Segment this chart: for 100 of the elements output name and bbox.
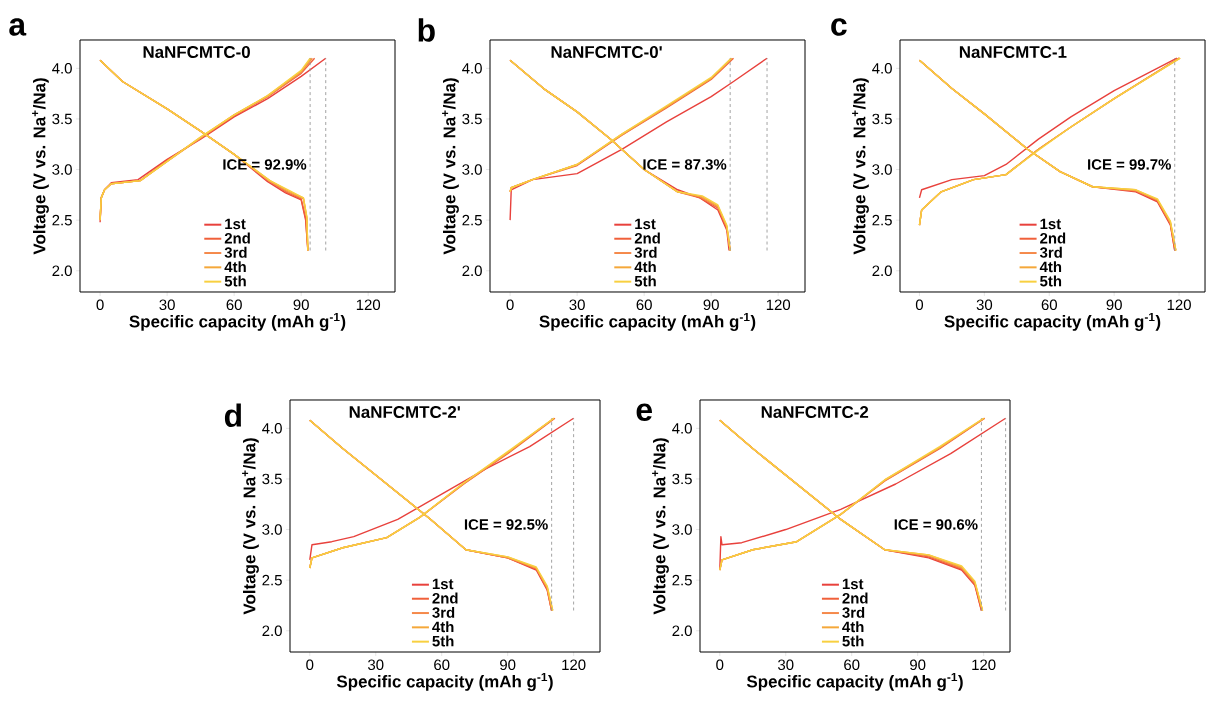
x-axis-title: Specific capacity (mAh g$^{-1}$)	[129, 312, 346, 331]
y-tick-label: 3.5	[52, 113, 72, 125]
text: d	[224, 403, 241, 427]
x-tick-label: 0	[96, 299, 104, 311]
legend-label: 2nd	[842, 592, 868, 604]
x-tick-label: 0	[506, 299, 514, 311]
legend-label: 5th	[224, 275, 246, 287]
legend-label: 3rd	[842, 606, 865, 618]
y-tick-label: 3.0	[872, 164, 892, 175]
x-axis-title: Specific capacity (mAh g$^{-1}$)	[944, 312, 1161, 331]
legend-label: 4th	[432, 621, 454, 633]
chart-title: NaNFCMTC-2	[761, 406, 869, 419]
x-axis-title: Specific capacity (mAh g$^{-1}$)	[539, 312, 756, 331]
legend-label: 1st	[842, 578, 864, 590]
y-tick-label: 4.0	[52, 63, 72, 74]
legend-label: 4th	[842, 621, 864, 633]
y-tick-label: 2.0	[462, 265, 482, 277]
x-tick-label: 90	[500, 659, 516, 671]
legend-label: 1st	[635, 218, 656, 230]
x-tick-label: 120	[972, 659, 996, 671]
legend-label: 4th	[1039, 261, 1062, 273]
y-tick-label: 3.0	[672, 524, 692, 535]
x-tick-label: 90	[910, 659, 926, 671]
legend-label: 4th	[224, 261, 246, 273]
legend-label: 2nd	[224, 232, 250, 244]
y-tick-label: 3.0	[462, 164, 482, 175]
x-tick-label: 120	[766, 299, 791, 311]
x-axis-title: Specific capacity (mAh g$^{-1}$)	[746, 672, 963, 691]
y-tick-label: 2.0	[262, 625, 282, 637]
x-tick-label: 0	[716, 659, 724, 671]
x-tick-label: 30	[159, 299, 175, 311]
legend-label: 3rd	[1039, 246, 1062, 258]
text: b	[418, 18, 435, 42]
x-tick-label: 60	[636, 299, 652, 311]
x-tick-label: 30	[368, 659, 384, 671]
x-tick-label: 120	[356, 299, 381, 311]
y-axis-title: Voltage (V vs. Na$^{+}$/Na)	[242, 438, 259, 615]
y-tick-label: 3.5	[462, 113, 482, 125]
x-tick-label: 60	[226, 299, 242, 311]
y-tick-label: 2.0	[872, 265, 892, 277]
y-tick-label: 3.0	[52, 164, 72, 175]
annotation: ICE = 92.5%	[464, 519, 548, 530]
y-tick-label: 3.0	[262, 524, 282, 535]
legend-label: 5th	[432, 635, 454, 647]
x-tick-label: 60	[1041, 299, 1057, 311]
y-tick-label: 3.5	[872, 113, 892, 125]
legend-label: 2nd	[634, 232, 660, 244]
y-axis-title: Voltage (V vs. Na$^{+}$/Na)	[442, 78, 459, 255]
x-tick-label: 60	[434, 659, 450, 671]
chart-title: NaNFCMTC-0'	[551, 46, 662, 59]
y-tick-label: 2.0	[672, 625, 692, 637]
legend-label: 1st	[432, 578, 454, 590]
chart-title: NaNFCMTC-1	[959, 46, 1067, 59]
legend-label: 1st	[225, 218, 246, 230]
legend-label: 3rd	[634, 246, 657, 258]
legend-label: 2nd	[432, 592, 458, 604]
y-tick-label: 2.5	[52, 214, 72, 226]
annotation: ICE = 99.7%	[1088, 159, 1171, 170]
y-tick-label: 2.5	[262, 574, 282, 586]
y-tick-label: 4.0	[462, 63, 482, 74]
text: c	[831, 18, 847, 36]
x-tick-label: 90	[293, 299, 309, 311]
x-tick-label: 120	[1167, 299, 1191, 311]
y-tick-label: 2.5	[672, 574, 692, 586]
legend-label: 1st	[1040, 218, 1061, 230]
y-tick-label: 2.0	[52, 265, 72, 277]
x-tick-label: 90	[1106, 299, 1122, 311]
annotation: ICE = 87.3%	[643, 159, 727, 170]
x-tick-label: 30	[569, 299, 585, 311]
y-tick-label: 2.5	[872, 214, 892, 226]
text: e	[636, 403, 652, 421]
x-tick-label: 90	[703, 299, 719, 311]
y-tick-label: 3.5	[672, 473, 692, 485]
x-tick-label: 60	[844, 659, 860, 671]
legend-label: 5th	[634, 275, 656, 287]
y-tick-label: 4.0	[262, 423, 282, 434]
x-tick-label: 30	[778, 659, 794, 671]
y-axis-title: Voltage (V vs. Na$^{+}$/Na)	[852, 78, 869, 255]
legend-label: 4th	[634, 261, 656, 273]
chart-title: NaNFCMTC-0	[143, 46, 250, 59]
y-axis-title: Voltage (V vs. Na$^{+}$/Na)	[652, 438, 669, 615]
legend-label: 3rd	[224, 246, 247, 258]
chart-title: NaNFCMTC-2'	[349, 406, 460, 419]
y-tick-label: 4.0	[872, 63, 892, 74]
legend-label: 5th	[1040, 275, 1062, 287]
y-tick-label: 2.5	[462, 214, 482, 226]
x-tick-label: 120	[562, 659, 586, 671]
legend-label: 5th	[842, 635, 864, 647]
y-axis-title: Voltage (V vs. Na$^{+}$/Na)	[32, 78, 49, 255]
y-tick-label: 4.0	[672, 423, 692, 434]
annotation: ICE = 90.6%	[894, 519, 978, 530]
x-axis-title: Specific capacity (mAh g$^{-1}$)	[336, 672, 553, 691]
y-tick-label: 3.5	[262, 473, 282, 485]
annotation: ICE = 92.9%	[223, 159, 307, 170]
x-tick-label: 30	[976, 299, 993, 311]
legend-label: 3rd	[432, 606, 455, 618]
text: a	[9, 18, 27, 36]
x-tick-label: 0	[915, 299, 924, 311]
legend-label: 2nd	[1040, 232, 1066, 244]
x-tick-label: 0	[306, 659, 314, 671]
